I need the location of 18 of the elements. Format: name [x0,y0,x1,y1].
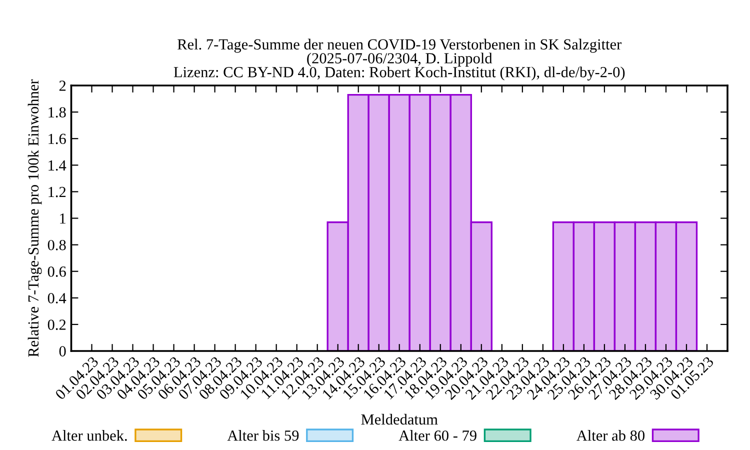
y-tick-label: 1.2 [48,186,66,198]
y-tick-label: 0 [59,346,66,356]
y-axis-title: Relative 7-Tage-Summe pro 100k Einwohner [28,79,42,357]
y-tick-label: 2 [59,80,66,91]
y-tick-label: 0.6 [48,266,66,277]
y-tick-label: 1.4 [48,160,66,171]
legend-label: Alter unbek. [52,430,127,441]
x-axis-title: Meldedatum [361,414,438,425]
y-tick-label: 0.2 [48,320,66,330]
y-tick-label: 0.8 [48,240,66,250]
legend-label: Alter bis 59 [227,430,299,441]
chart-title: Rel. 7-Tage-Summe der neuen COVID-19 Verstorbenen in SK Salzgitter (2025-07-06/2304, D. Lippold Lizenz: CC BY-ND 4.0, Daten: Robert Koch-Institut (RKI), dl-de/by-2-0) [174,38,625,80]
y-tick-label: 0.4 [48,293,66,304]
legend-label: Alter 60 - 79 [398,430,476,441]
y-tick-label: 1.6 [48,134,66,144]
y-tick-label: 1.8 [48,107,66,118]
y-tick-label: 1 [60,213,66,224]
legend-label: Alter ab 80 [576,430,644,441]
